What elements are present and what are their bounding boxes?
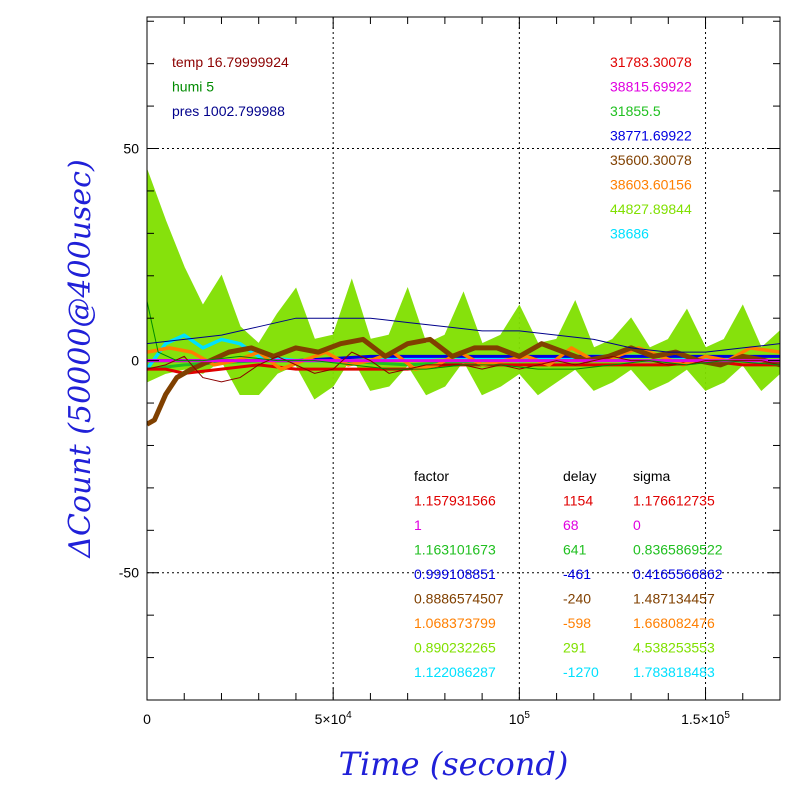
table-factor-0: 1.157931566	[414, 493, 496, 509]
table-delay-6: 291	[563, 640, 587, 656]
table-header-delay: delay	[563, 468, 596, 484]
table-sigma-5: 1.668082476	[633, 615, 715, 631]
x-tick-exponent: 5	[524, 710, 530, 721]
table-delay-2: 641	[563, 542, 587, 558]
table-sigma-6: 4.538253553	[633, 640, 715, 656]
x-tick-label: 1.5×105	[681, 710, 730, 727]
table-header-factor: factor	[414, 468, 449, 484]
y-tick-label: 50	[123, 141, 139, 157]
table-sigma-4: 1.487134457	[633, 591, 715, 607]
table-factor-4: 0.8886574507	[414, 591, 504, 607]
plot-area	[147, 169, 780, 427]
legends: temp 16.79999924 humi 5 pres 1002.799988 31…	[172, 54, 723, 680]
env-legend-1: humi 5	[172, 79, 214, 95]
table-factor-5: 1.068373799	[414, 615, 496, 631]
y-axis-label: ΔCount (50000@400usec)	[63, 159, 98, 558]
minor-ticks	[147, 17, 781, 700]
table-sigma-3: 0.4165566862	[633, 566, 723, 582]
table-sigma-0: 1.176612735	[633, 493, 715, 509]
table-delay-7: -1270	[563, 664, 599, 680]
table-delay-4: -240	[563, 591, 591, 607]
y-tick-label: -50	[119, 565, 139, 581]
y-tick-label: 0	[131, 353, 139, 369]
table-delay-3: -461	[563, 566, 591, 582]
series-total-2: 31855.5	[610, 103, 661, 119]
series-total-5: 38603.60156	[610, 177, 692, 193]
series-total-0: 31783.30078	[610, 54, 692, 70]
table-delay-0: 1154	[563, 493, 593, 509]
series-total-6: 44827.89844	[610, 201, 692, 217]
table-factor-1: 1	[414, 517, 422, 533]
env-humi-line	[147, 301, 780, 370]
series-total-4: 35600.30078	[610, 152, 692, 168]
table-factor-7: 1.122086287	[414, 664, 496, 680]
series-6-band	[147, 169, 780, 400]
table-factor-3: 0.999108851	[414, 566, 496, 582]
table-factor-2: 1.163101673	[414, 542, 496, 558]
table-header-sigma: sigma	[633, 468, 671, 484]
env-legend-2: pres 1002.799988	[172, 103, 285, 119]
table-sigma-7: 1.783818483	[633, 664, 715, 680]
series-total-7: 38686	[610, 226, 649, 242]
x-tick-label: 5×104	[315, 710, 353, 727]
env-pres-line	[147, 317, 780, 353]
table-delay-5: -598	[563, 615, 591, 631]
table-delay-1: 68	[563, 517, 579, 533]
plot-frame	[146, 16, 781, 701]
x-tick-exponent: 5	[724, 710, 730, 721]
x-tick-exponent: 4	[346, 710, 352, 721]
env-legend-0: temp 16.79999924	[172, 54, 289, 70]
x-tick-label: 0	[143, 711, 151, 727]
table-sigma-2: 0.8365869522	[633, 542, 723, 558]
table-factor-6: 0.890232265	[414, 640, 496, 656]
x-axis-label: Time (second)	[339, 745, 569, 783]
series-total-1: 38815.69922	[610, 79, 692, 95]
table-sigma-1: 0	[633, 517, 641, 533]
series-total-3: 38771.69922	[610, 128, 692, 144]
